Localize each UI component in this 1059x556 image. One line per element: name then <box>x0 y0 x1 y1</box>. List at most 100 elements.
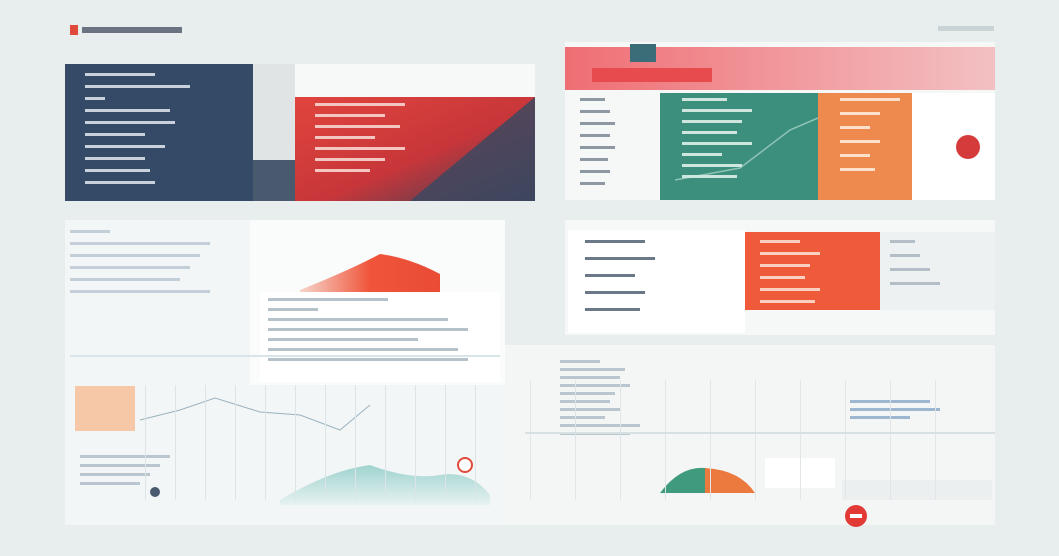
text-placeholder <box>85 181 155 184</box>
text-placeholder <box>665 380 666 500</box>
text-placeholder <box>70 290 210 293</box>
text-placeholder <box>682 98 727 101</box>
text-placeholder <box>580 182 605 185</box>
text-placeholder <box>315 169 370 172</box>
text-placeholder <box>268 328 468 331</box>
text-placeholder <box>85 109 170 112</box>
text-placeholder <box>85 73 155 76</box>
text-placeholder <box>840 126 870 129</box>
text-placeholder <box>890 254 920 257</box>
text-placeholder <box>70 230 110 233</box>
text-placeholder <box>268 348 458 351</box>
text-placeholder <box>530 380 531 500</box>
text-placeholder <box>890 268 930 271</box>
text-placeholder <box>85 157 145 160</box>
text-placeholder <box>175 385 176 500</box>
text-placeholder <box>760 252 820 255</box>
text-placeholder <box>710 380 711 500</box>
text-placeholder <box>560 400 610 403</box>
text-placeholder <box>70 355 500 357</box>
text-placeholder <box>235 385 236 500</box>
text-placeholder <box>560 360 600 363</box>
text-placeholder <box>845 380 846 500</box>
avatar <box>150 487 160 497</box>
text-placeholder <box>560 424 640 427</box>
text-placeholder <box>145 385 146 500</box>
text-placeholder <box>70 278 180 281</box>
peak-area <box>300 254 440 292</box>
text-placeholder <box>70 266 190 269</box>
text-placeholder <box>315 158 385 161</box>
green-card-trend <box>674 117 819 181</box>
orange-tile <box>75 386 135 431</box>
text-placeholder <box>295 385 296 500</box>
text-placeholder <box>760 276 805 279</box>
text-placeholder <box>850 416 910 419</box>
text-placeholder <box>682 175 737 178</box>
action-button-icon <box>850 514 862 518</box>
text-placeholder <box>935 380 936 500</box>
text-placeholder <box>840 112 880 115</box>
text-placeholder <box>80 482 140 485</box>
text-placeholder <box>682 142 752 145</box>
text-placeholder <box>560 392 615 395</box>
text-placeholder <box>268 298 388 301</box>
orange-hump <box>705 468 755 493</box>
text-placeholder <box>760 264 810 267</box>
text-placeholder <box>560 416 605 419</box>
text-placeholder <box>315 136 375 139</box>
table-card <box>568 230 745 333</box>
red-badge <box>956 135 980 159</box>
text-placeholder <box>620 380 621 500</box>
text-placeholder <box>325 385 326 500</box>
text-placeholder <box>585 308 640 311</box>
text-placeholder <box>315 114 385 117</box>
text-placeholder <box>682 120 742 123</box>
text-placeholder <box>585 240 645 243</box>
text-placeholder <box>560 408 620 411</box>
marker <box>457 457 473 473</box>
text-placeholder <box>890 240 915 243</box>
text-placeholder <box>682 109 752 112</box>
text-placeholder <box>840 154 870 157</box>
text-placeholder <box>682 153 722 156</box>
text-placeholder <box>560 376 620 379</box>
text-placeholder <box>315 103 405 106</box>
text-placeholder <box>850 408 940 411</box>
text-placeholder <box>475 385 476 500</box>
text-placeholder <box>268 318 448 321</box>
text-placeholder <box>580 158 608 161</box>
orange-block <box>745 232 880 310</box>
text-placeholder <box>755 380 756 500</box>
text-placeholder <box>268 338 418 341</box>
header-icon <box>630 44 656 62</box>
text-placeholder <box>205 385 206 500</box>
logo <box>70 25 78 35</box>
text-placeholder <box>355 385 356 500</box>
text-placeholder <box>70 254 200 257</box>
placeholder-lines <box>70 73 995 500</box>
header-controls <box>938 26 994 31</box>
text-placeholder <box>840 98 900 101</box>
line-chart <box>139 397 371 431</box>
text-placeholder <box>268 358 468 361</box>
orange-card <box>818 93 912 200</box>
text-placeholder <box>560 384 630 387</box>
text-placeholder <box>80 464 160 467</box>
text-placeholder <box>525 432 995 434</box>
navy-sidebar <box>65 64 253 201</box>
text-placeholder <box>85 97 105 100</box>
text-placeholder <box>268 308 318 311</box>
text-placeholder <box>585 291 645 294</box>
text-placeholder <box>585 257 655 260</box>
text-placeholder <box>800 380 801 500</box>
text-placeholder <box>315 125 400 128</box>
red-card-shadow <box>410 97 535 201</box>
info-strip <box>842 480 992 500</box>
panel-mid-right <box>565 220 995 335</box>
text-placeholder <box>70 242 210 245</box>
text-placeholder <box>580 146 615 149</box>
panel-top-left <box>65 64 535 201</box>
